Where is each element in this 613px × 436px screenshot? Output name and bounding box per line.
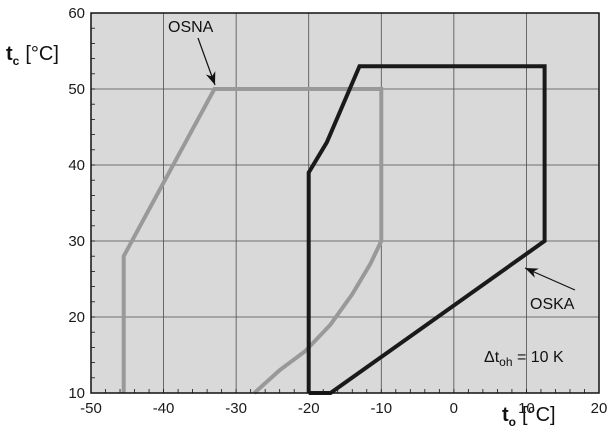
y-tick-label: 20 <box>68 309 85 326</box>
x-tick-label: 0 <box>450 400 458 417</box>
y-tick-label: 30 <box>68 233 85 250</box>
y-tick-label: 60 <box>68 5 85 22</box>
x-tick-label: 20 <box>591 400 608 417</box>
y-tick-label: 50 <box>68 81 85 98</box>
oska-label: OSKA <box>530 296 575 313</box>
y-axis-subscript: c <box>13 54 20 68</box>
x-tick-label: -30 <box>225 400 247 417</box>
superheat-symbol: Δt <box>484 349 500 366</box>
y-axis-label: tc [°C] <box>6 43 59 68</box>
plot-area <box>91 13 599 393</box>
y-tick-label: 40 <box>68 157 85 174</box>
x-axis-subscript: o <box>509 415 516 429</box>
y-tick-labels: 10 20 30 40 50 60 <box>68 5 85 402</box>
x-tick-label: -40 <box>153 400 175 417</box>
y-tick-label: 10 <box>68 385 85 402</box>
x-axis-label: to [°C] <box>502 404 556 429</box>
superheat-value: = 10 K <box>513 349 564 366</box>
x-axis-unit: [°C] <box>522 404 556 426</box>
y-axis-unit: [°C] <box>25 43 59 65</box>
osna-label: OSNA <box>168 19 214 36</box>
superheat-subscript: oh <box>499 355 512 369</box>
x-tick-label: -20 <box>298 400 320 417</box>
x-tick-label: -50 <box>80 400 102 417</box>
x-tick-label: -10 <box>370 400 392 417</box>
